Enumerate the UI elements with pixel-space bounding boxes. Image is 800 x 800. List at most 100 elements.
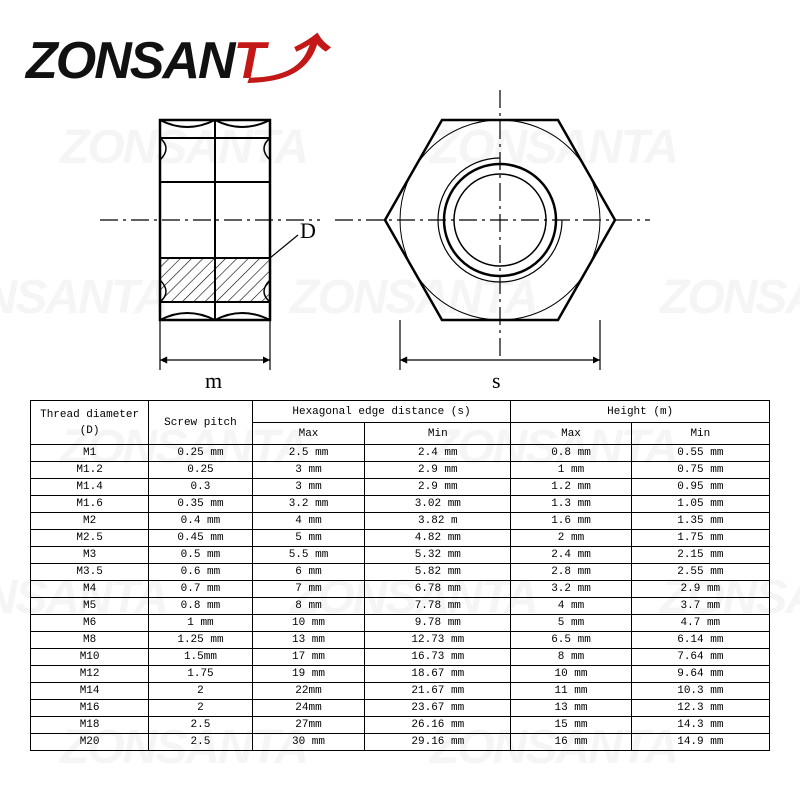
cell-smax: 3.2 mm	[252, 496, 365, 513]
dimensions-table: Thread diameter (D) Screw pitch Hexagona…	[30, 400, 770, 751]
cell-d: M14	[31, 683, 149, 700]
cell-d: M10	[31, 649, 149, 666]
cell-hmax: 8 mm	[511, 649, 631, 666]
cell-hmin: 10.3 mm	[631, 683, 769, 700]
cell-pitch: 0.3	[149, 479, 252, 496]
cell-d: M1	[31, 445, 149, 462]
cell-pitch: 2.5	[149, 734, 252, 751]
cell-smax: 3 mm	[252, 462, 365, 479]
cell-smax: 22mm	[252, 683, 365, 700]
cell-d: M6	[31, 615, 149, 632]
cell-smin: 12.73 mm	[365, 632, 511, 649]
col-h-max: Max	[511, 423, 631, 445]
cell-smax: 27mm	[252, 717, 365, 734]
cell-hmax: 1.6 mm	[511, 513, 631, 530]
cell-pitch: 0.35 mm	[149, 496, 252, 513]
spec-table: Thread diameter (D) Screw pitch Hexagona…	[30, 400, 770, 751]
cell-smin: 4.82 mm	[365, 530, 511, 547]
cell-pitch: 0.25	[149, 462, 252, 479]
table-row: M121.7519 mm18.67 mm10 mm9.64 mm	[31, 666, 770, 683]
cell-smin: 26.16 mm	[365, 717, 511, 734]
cell-pitch: 0.6 mm	[149, 564, 252, 581]
cell-smin: 16.73 mm	[365, 649, 511, 666]
cell-hmax: 4 mm	[511, 598, 631, 615]
cell-smin: 2.9 mm	[365, 462, 511, 479]
cell-hmax: 11 mm	[511, 683, 631, 700]
cell-pitch: 0.25 mm	[149, 445, 252, 462]
cell-hmax: 6.5 mm	[511, 632, 631, 649]
col-screw-pitch: Screw pitch	[149, 401, 252, 445]
cell-d: M20	[31, 734, 149, 751]
table-row: M50.8 mm8 mm7.78 mm4 mm3.7 mm	[31, 598, 770, 615]
cell-d: M2	[31, 513, 149, 530]
table-row: M2.50.45 mm5 mm4.82 mm2 mm1.75 mm	[31, 530, 770, 547]
cell-d: M3.5	[31, 564, 149, 581]
technical-diagram: D m s	[0, 90, 800, 390]
col-hex-edge: Hexagonal edge distance (s)	[252, 401, 511, 423]
cell-hmin: 3.7 mm	[631, 598, 769, 615]
cell-smin: 21.67 mm	[365, 683, 511, 700]
cell-pitch: 0.4 mm	[149, 513, 252, 530]
cell-pitch: 0.5 mm	[149, 547, 252, 564]
cell-hmax: 1 mm	[511, 462, 631, 479]
cell-smin: 2.9 mm	[365, 479, 511, 496]
cell-hmax: 1.2 mm	[511, 479, 631, 496]
cell-hmax: 15 mm	[511, 717, 631, 734]
cell-hmax: 5 mm	[511, 615, 631, 632]
cell-hmin: 2.15 mm	[631, 547, 769, 564]
cell-smax: 19 mm	[252, 666, 365, 683]
cell-hmin: 14.3 mm	[631, 717, 769, 734]
cell-pitch: 2.5	[149, 717, 252, 734]
cell-hmax: 3.2 mm	[511, 581, 631, 598]
cell-hmin: 0.95 mm	[631, 479, 769, 496]
cell-smin: 2.4 mm	[365, 445, 511, 462]
table-row: M10.25 mm2.5 mm2.4 mm0.8 mm0.55 mm	[31, 445, 770, 462]
table-row: M1.20.253 mm2.9 mm1 mm0.75 mm	[31, 462, 770, 479]
cell-d: M3	[31, 547, 149, 564]
cell-pitch: 1.75	[149, 666, 252, 683]
cell-hmin: 6.14 mm	[631, 632, 769, 649]
cell-pitch: 1.25 mm	[149, 632, 252, 649]
cell-smax: 10 mm	[252, 615, 365, 632]
cell-smax: 6 mm	[252, 564, 365, 581]
cell-hmin: 1.05 mm	[631, 496, 769, 513]
cell-hmax: 2.8 mm	[511, 564, 631, 581]
cell-hmin: 4.7 mm	[631, 615, 769, 632]
cell-d: M4	[31, 581, 149, 598]
cell-smax: 3 mm	[252, 479, 365, 496]
cell-smin: 18.67 mm	[365, 666, 511, 683]
table-row: M101.5mm17 mm16.73 mm8 mm7.64 mm	[31, 649, 770, 666]
cell-smax: 4 mm	[252, 513, 365, 530]
label-s: s	[492, 368, 501, 390]
cell-hmin: 2.55 mm	[631, 564, 769, 581]
brand-logo: ZONSANT⤴	[26, 18, 313, 93]
cell-hmin: 0.55 mm	[631, 445, 769, 462]
cell-smin: 7.78 mm	[365, 598, 511, 615]
table-row: M1.40.33 mm2.9 mm1.2 mm0.95 mm	[31, 479, 770, 496]
cell-smin: 6.78 mm	[365, 581, 511, 598]
cell-pitch: 0.45 mm	[149, 530, 252, 547]
cell-smin: 3.82 m	[365, 513, 511, 530]
cell-pitch: 0.7 mm	[149, 581, 252, 598]
col-s-min: Min	[365, 423, 511, 445]
table-row: M1.60.35 mm3.2 mm3.02 mm1.3 mm1.05 mm	[31, 496, 770, 513]
cell-hmax: 10 mm	[511, 666, 631, 683]
cell-hmin: 9.64 mm	[631, 666, 769, 683]
cell-hmin: 12.3 mm	[631, 700, 769, 717]
cell-smax: 30 mm	[252, 734, 365, 751]
col-thread-diameter-sub: (D)	[33, 425, 146, 437]
cell-hmin: 1.75 mm	[631, 530, 769, 547]
cell-hmax: 2.4 mm	[511, 547, 631, 564]
cell-d: M18	[31, 717, 149, 734]
table-row: M3.50.6 mm6 mm5.82 mm2.8 mm2.55 mm	[31, 564, 770, 581]
cell-d: M16	[31, 700, 149, 717]
cell-smax: 13 mm	[252, 632, 365, 649]
cell-smax: 8 mm	[252, 598, 365, 615]
label-m: m	[205, 368, 222, 390]
table-row: M30.5 mm5.5 mm5.32 mm2.4 mm2.15 mm	[31, 547, 770, 564]
cell-hmin: 7.64 mm	[631, 649, 769, 666]
cell-smin: 5.32 mm	[365, 547, 511, 564]
table-row: M16224mm23.67 mm13 mm12.3 mm	[31, 700, 770, 717]
cell-hmin: 0.75 mm	[631, 462, 769, 479]
col-thread-diameter: Thread diameter	[33, 409, 146, 421]
